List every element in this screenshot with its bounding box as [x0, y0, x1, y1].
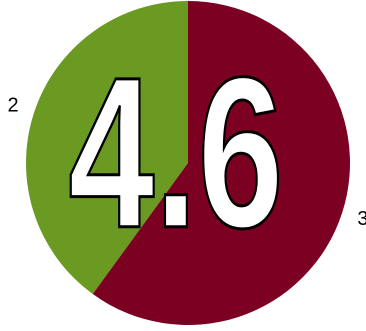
pie-slice	[92, 1, 351, 325]
annotation-group: 4.6	[67, 30, 285, 274]
pie	[25, 1, 351, 325]
pie-slice	[25, 1, 188, 295]
annotation: 4.6	[68, 32, 283, 273]
slice-label: 2	[7, 94, 18, 116]
slice-label: 3	[357, 208, 366, 230]
